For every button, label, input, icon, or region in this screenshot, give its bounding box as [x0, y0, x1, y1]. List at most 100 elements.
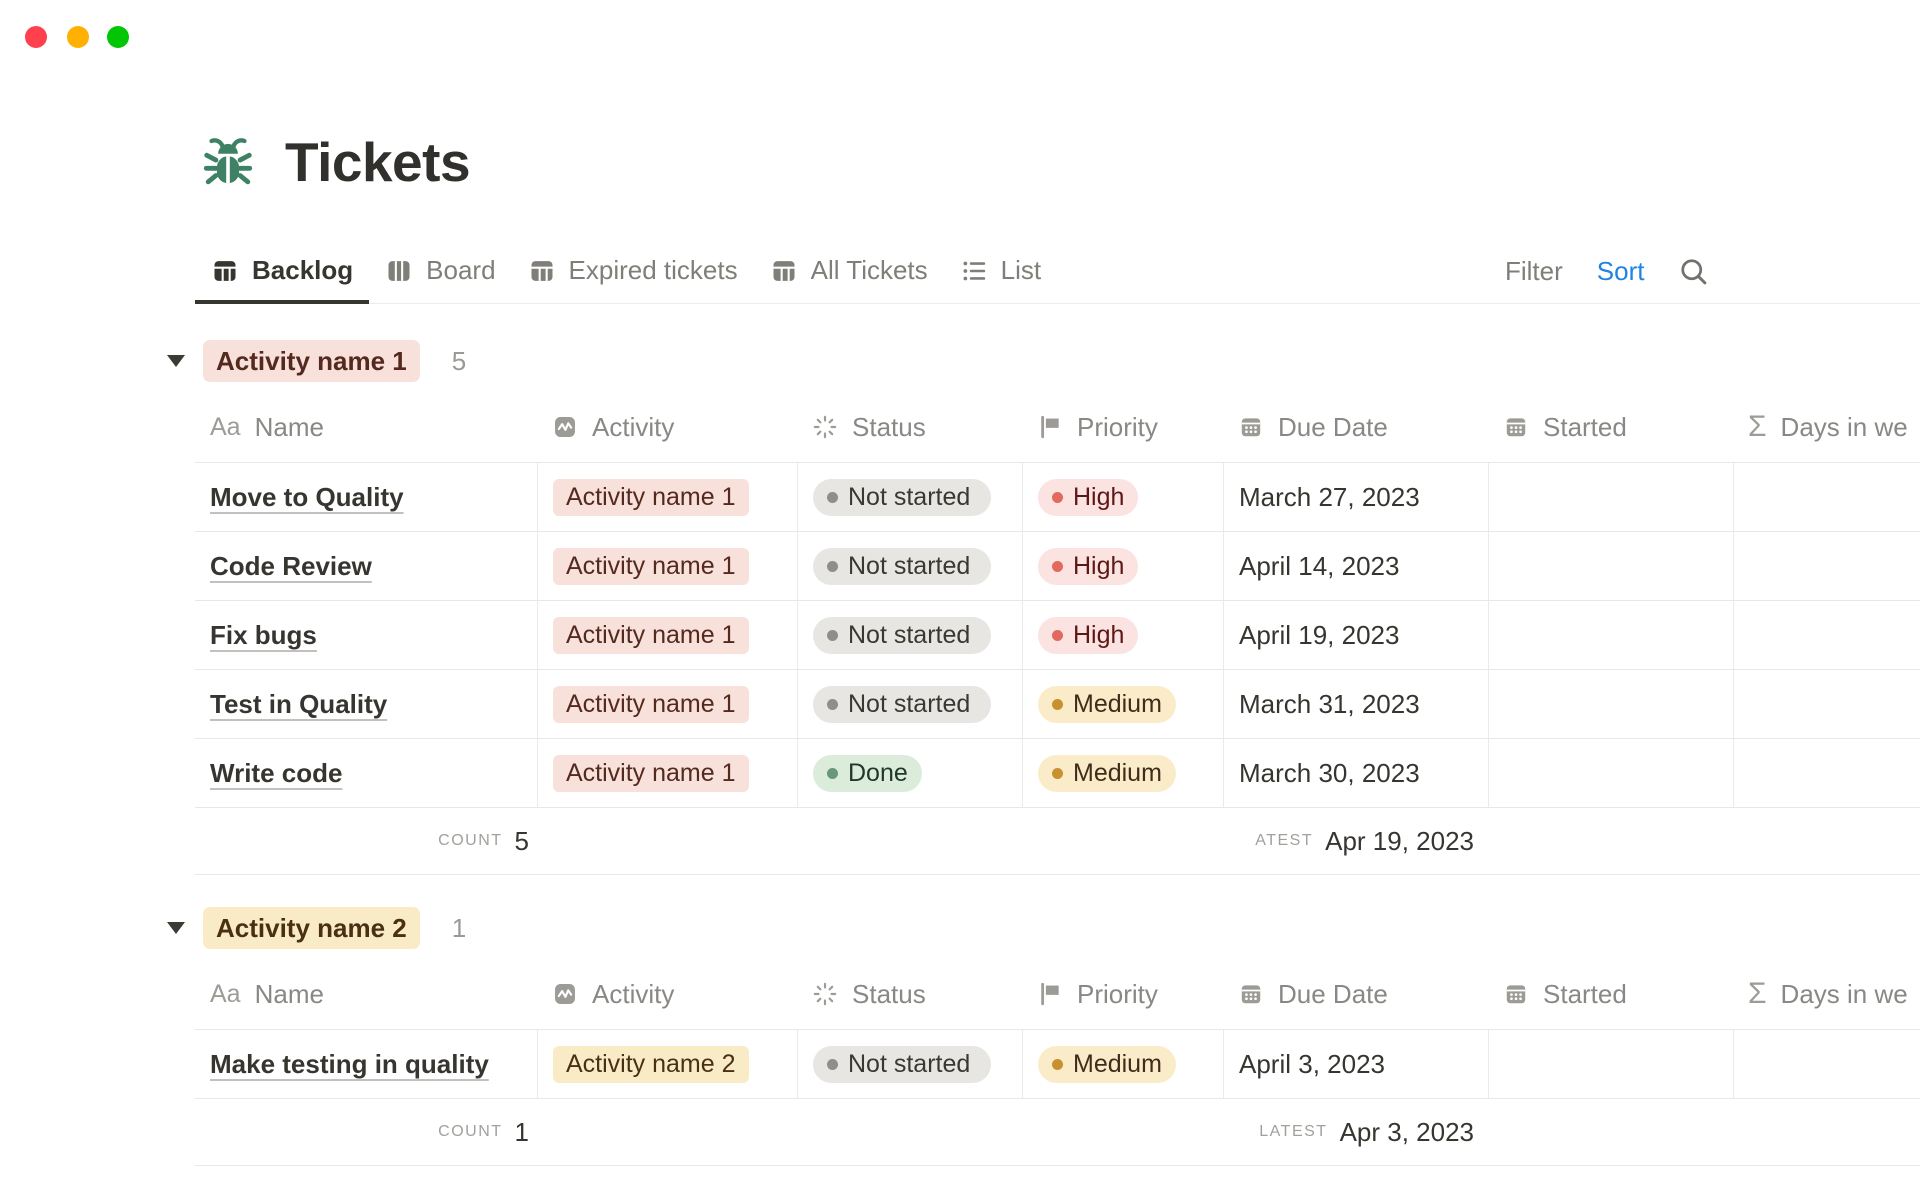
priority-dot — [1052, 491, 1063, 503]
group-name-tag[interactable]: Activity name 2 — [203, 907, 420, 949]
status-cell[interactable]: Not started — [797, 670, 1022, 738]
started-cell[interactable] — [1488, 463, 1733, 531]
group-toggle[interactable] — [165, 355, 187, 367]
table-header-row: Aa Name Activity Status Priority D — [195, 392, 1920, 463]
priority-cell[interactable]: Medium — [1022, 739, 1223, 807]
status-badge: Not started — [813, 478, 991, 516]
search-button[interactable] — [1678, 256, 1708, 286]
due-date-cell[interactable]: April 3, 2023 — [1223, 1030, 1488, 1098]
name-cell[interactable]: Move to Quality — [195, 463, 537, 531]
priority-cell[interactable]: High — [1022, 463, 1223, 531]
sort-button[interactable]: Sort — [1596, 255, 1645, 286]
latest-date-calculation[interactable]: LATEST Apr 3, 2023 — [1259, 1116, 1474, 1147]
due-date-cell[interactable]: April 19, 2023 — [1223, 601, 1488, 669]
name-cell[interactable]: Fix bugs — [195, 601, 537, 669]
column-header-name[interactable]: Aa Name — [210, 411, 324, 442]
count-calculation[interactable]: COUNT 1 — [438, 1116, 529, 1147]
activity-cell[interactable]: Activity name 1 — [537, 601, 797, 669]
column-header-status[interactable]: Status — [797, 392, 1022, 462]
filter-button[interactable]: Filter — [1505, 255, 1563, 286]
days-cell[interactable] — [1733, 739, 1920, 807]
status-cell[interactable]: Done — [797, 739, 1022, 807]
status-cell[interactable]: Not started — [797, 601, 1022, 669]
table-row: Write code Activity name 1 Done Medium M… — [195, 739, 1920, 808]
activity-tag: Activity name 1 — [553, 616, 749, 654]
latest-date-calculation[interactable]: ATEST Apr 19, 2023 — [1255, 825, 1474, 856]
table-row: Make testing in quality Activity name 2 … — [195, 1030, 1920, 1099]
backlog-view-content: Activity name 1 5 Aa Name Activity Statu… — [165, 330, 1920, 1188]
started-cell[interactable] — [1488, 601, 1733, 669]
priority-cell[interactable]: Medium — [1022, 670, 1223, 738]
tab-expired-tickets[interactable]: Expired tickets — [512, 243, 754, 304]
activity-tag: Activity name 1 — [553, 547, 749, 585]
started-cell[interactable] — [1488, 670, 1733, 738]
traffic-light-minimize[interactable] — [67, 26, 89, 48]
activity-cell[interactable]: Activity name 1 — [537, 532, 797, 600]
column-header-priority[interactable]: Priority — [1022, 392, 1223, 462]
name-link[interactable]: Fix bugs — [210, 619, 317, 650]
group-name-tag[interactable]: Activity name 1 — [203, 340, 420, 382]
status-cell[interactable]: Not started — [797, 532, 1022, 600]
tab-backlog[interactable]: Backlog — [195, 243, 370, 304]
days-cell[interactable] — [1733, 532, 1920, 600]
due-date-cell[interactable]: March 30, 2023 — [1223, 739, 1488, 807]
count-calculation[interactable]: COUNT 5 — [438, 825, 529, 856]
page-title[interactable]: Tickets — [285, 131, 471, 193]
activity-cell[interactable]: Activity name 1 — [537, 670, 797, 738]
tab-label: Board — [426, 255, 496, 285]
status-spinner-icon — [812, 981, 838, 1007]
column-header-due-date[interactable]: Due Date — [1223, 959, 1488, 1029]
status-dot — [827, 698, 838, 710]
activity-cell[interactable]: Activity name 1 — [537, 463, 797, 531]
status-cell[interactable]: Not started — [797, 463, 1022, 531]
column-header-activity[interactable]: Activity — [537, 392, 797, 462]
name-link[interactable]: Test in Quality — [210, 688, 388, 719]
column-header-started[interactable]: Started — [1488, 392, 1733, 462]
priority-cell[interactable]: High — [1022, 532, 1223, 600]
name-link[interactable]: Code Review — [210, 550, 372, 581]
column-header-days-in-week[interactable]: Σ Days in we — [1748, 977, 1908, 1010]
status-cell[interactable]: Not started — [797, 1030, 1022, 1098]
days-cell[interactable] — [1733, 601, 1920, 669]
tab-all-tickets[interactable]: All Tickets — [754, 243, 944, 304]
column-header-name[interactable]: Aa Name — [210, 978, 324, 1009]
priority-cell[interactable]: High — [1022, 601, 1223, 669]
days-cell[interactable] — [1733, 670, 1920, 738]
status-badge: Done — [813, 754, 922, 792]
started-cell[interactable] — [1488, 532, 1733, 600]
name-link[interactable]: Make testing in quality — [210, 1048, 489, 1079]
traffic-light-zoom[interactable] — [107, 26, 129, 48]
days-cell[interactable] — [1733, 463, 1920, 531]
activity-cell[interactable]: Activity name 1 — [537, 739, 797, 807]
name-cell[interactable]: Make testing in quality — [195, 1030, 537, 1098]
list-icon — [960, 257, 988, 285]
tab-list[interactable]: List — [944, 243, 1057, 304]
due-date-cell[interactable]: April 14, 2023 — [1223, 532, 1488, 600]
activity-cell[interactable]: Activity name 2 — [537, 1030, 797, 1098]
days-cell[interactable] — [1733, 1030, 1920, 1098]
column-header-due-date[interactable]: Due Date — [1223, 392, 1488, 462]
column-header-priority[interactable]: Priority — [1022, 959, 1223, 1029]
column-header-status[interactable]: Status — [797, 959, 1022, 1029]
column-header-days-in-week[interactable]: Σ Days in we — [1748, 410, 1908, 443]
column-header-started[interactable]: Started — [1488, 959, 1733, 1029]
board-icon — [385, 257, 413, 285]
name-cell[interactable]: Code Review — [195, 532, 537, 600]
started-cell[interactable] — [1488, 1030, 1733, 1098]
traffic-light-close[interactable] — [25, 26, 47, 48]
status-badge: Not started — [813, 547, 991, 585]
due-date-cell[interactable]: March 31, 2023 — [1223, 670, 1488, 738]
group-header: Activity name 1 5 — [165, 330, 1920, 392]
tab-board[interactable]: Board — [369, 243, 511, 304]
name-cell[interactable]: Write code — [195, 739, 537, 807]
status-badge: Not started — [813, 685, 991, 723]
priority-cell[interactable]: Medium — [1022, 1030, 1223, 1098]
due-date-cell[interactable]: March 27, 2023 — [1223, 463, 1488, 531]
name-cell[interactable]: Test in Quality — [195, 670, 537, 738]
started-cell[interactable] — [1488, 739, 1733, 807]
name-link[interactable]: Move to Quality — [210, 481, 404, 512]
group-toggle[interactable] — [165, 922, 187, 934]
column-header-activity[interactable]: Activity — [537, 959, 797, 1029]
table-header-row: Aa Name Activity Status Priority D — [195, 959, 1920, 1030]
name-link[interactable]: Write code — [210, 757, 343, 788]
